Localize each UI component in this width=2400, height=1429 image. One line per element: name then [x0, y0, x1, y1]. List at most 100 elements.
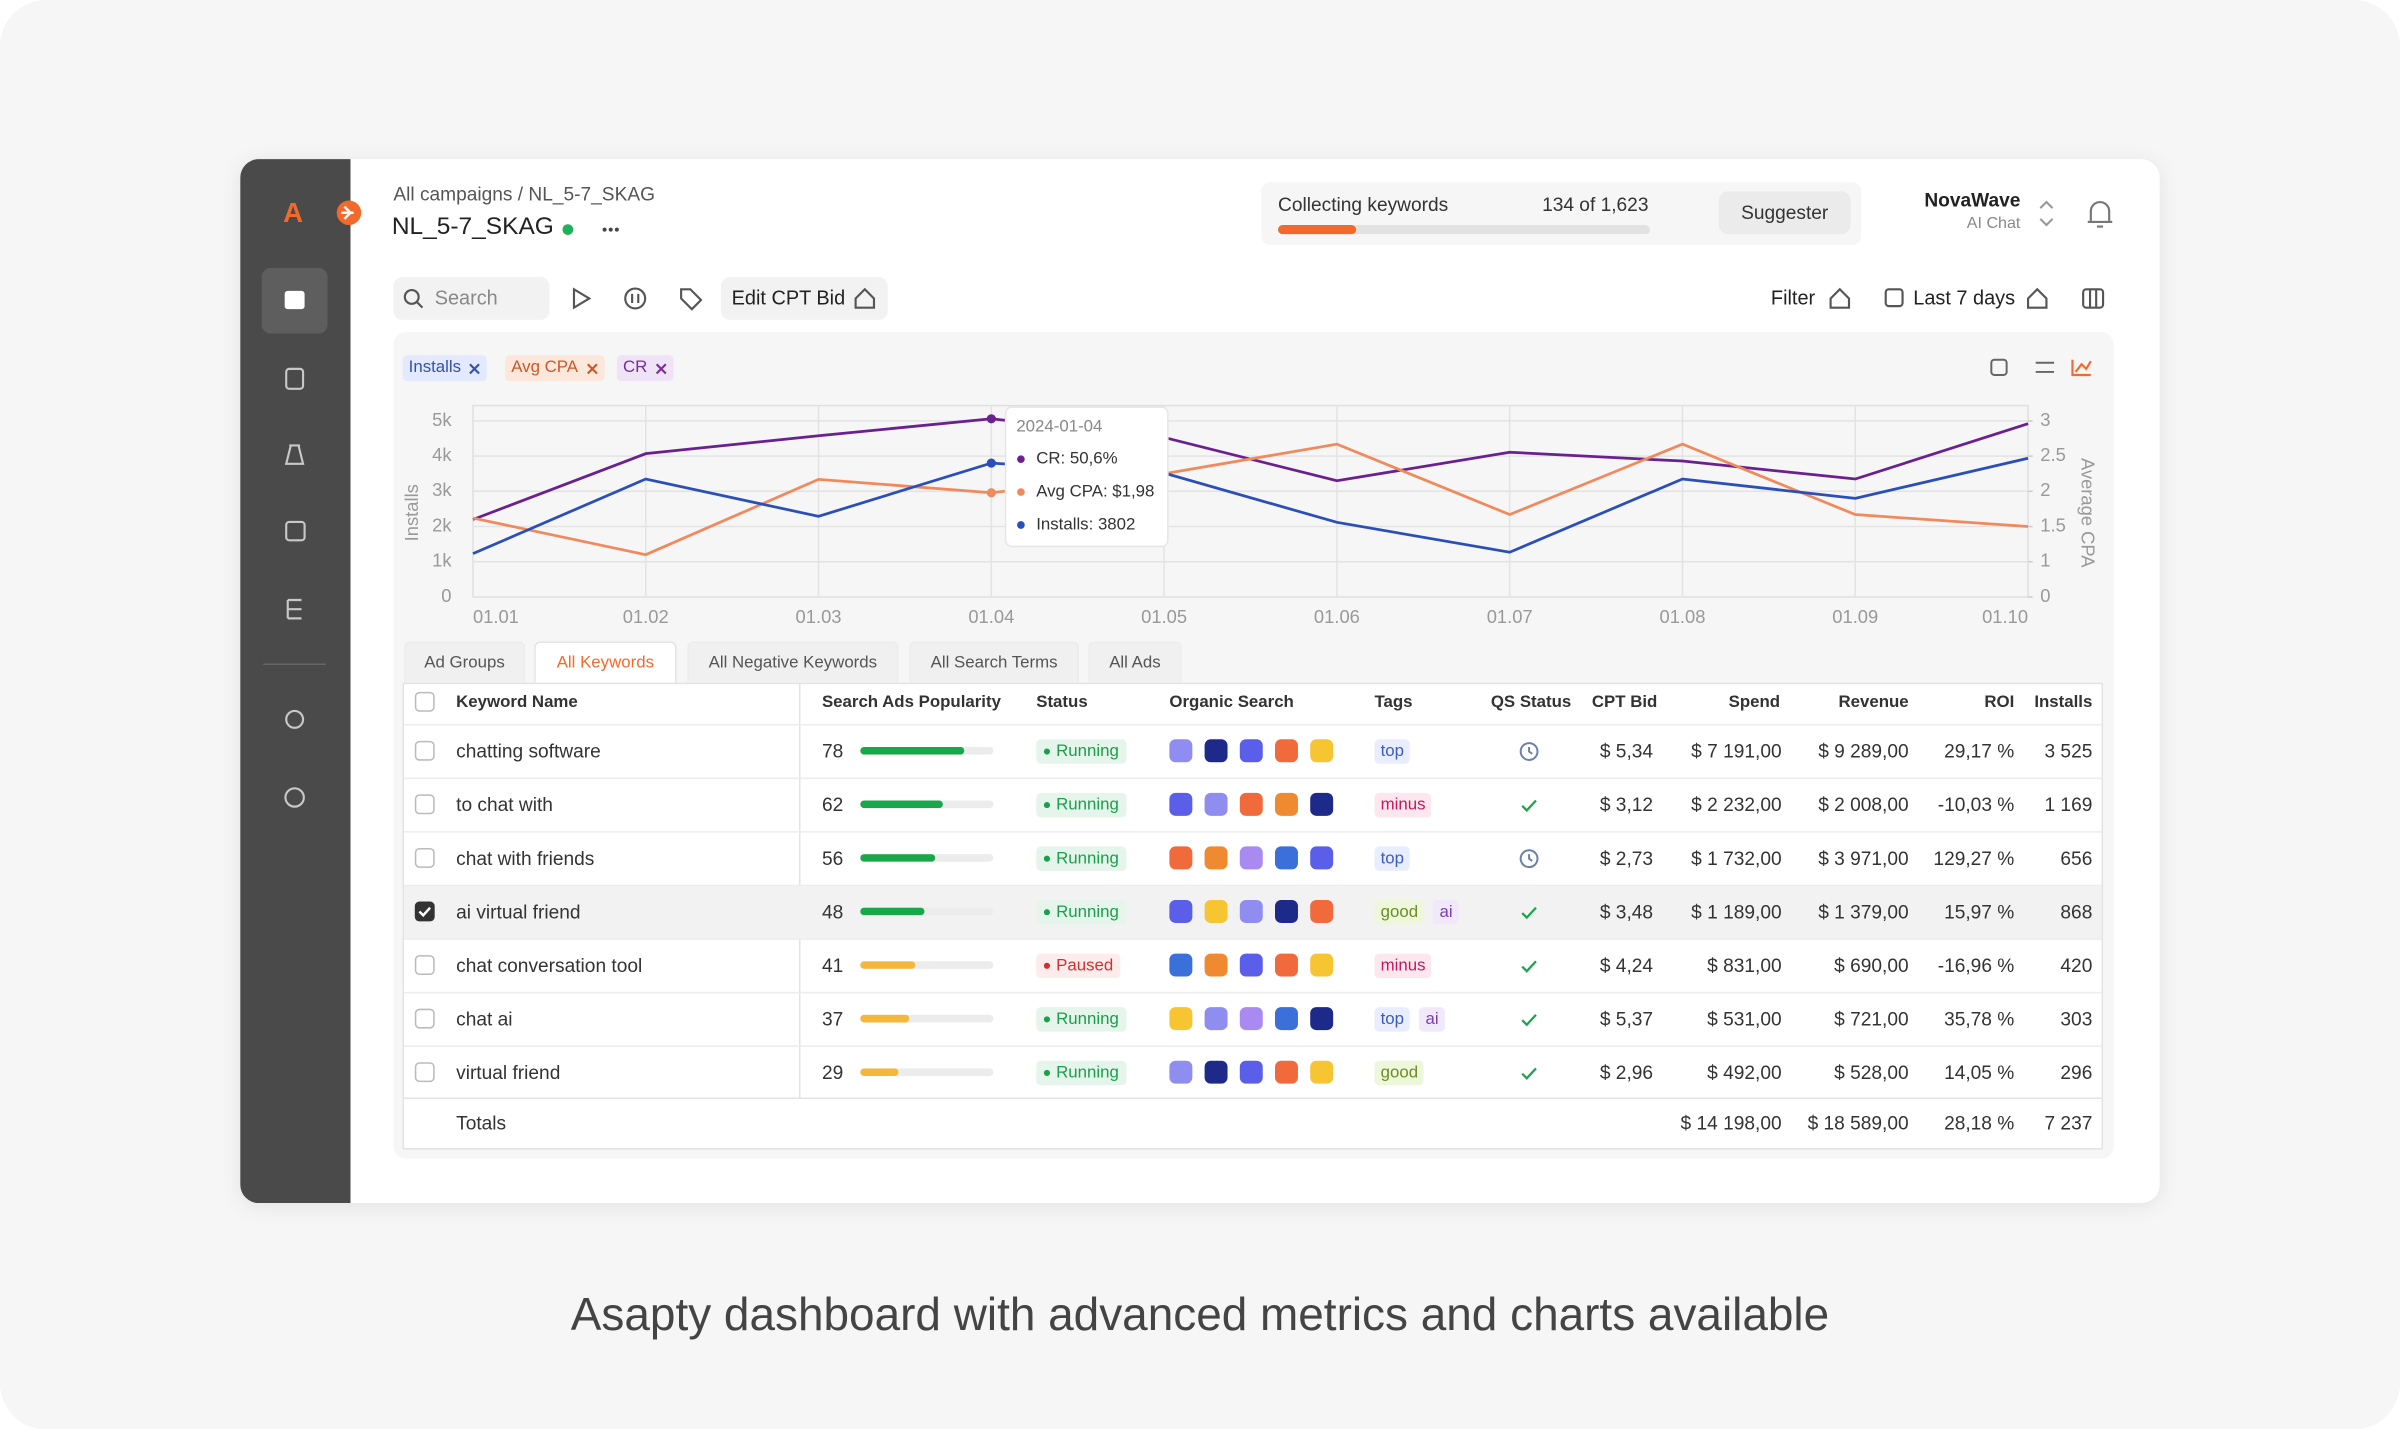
filter-chip[interactable]: CR [616, 355, 674, 382]
keyword[interactable]: ai virtual friend [456, 900, 581, 923]
status-dot [1043, 1069, 1050, 1076]
keyword[interactable]: virtual friend [456, 1061, 561, 1083]
tab[interactable]: All Search Terms [909, 641, 1080, 683]
app-icon[interactable] [1204, 1007, 1228, 1031]
checkbox[interactable] [414, 1061, 435, 1082]
app-icon[interactable] [1310, 953, 1334, 977]
tooltip-item: CR: 50,6% [1036, 449, 1117, 468]
app-icon[interactable] [1274, 846, 1298, 870]
app-icon[interactable] [1204, 1060, 1228, 1084]
app-icon[interactable] [1274, 899, 1298, 923]
toolbar-icons [403, 287, 2105, 311]
app-icon[interactable] [1169, 1060, 1193, 1084]
tab[interactable]: Ad Groups [404, 641, 525, 683]
filter-chip[interactable]: Installs [402, 355, 488, 382]
app-icon[interactable] [1310, 1007, 1334, 1031]
status-pill: Running [1036, 1006, 1127, 1031]
filter-label[interactable]: Filter [1770, 286, 1816, 310]
app-icon[interactable] [1239, 1060, 1263, 1084]
app-icon[interactable] [1274, 739, 1298, 763]
settings-icon[interactable] [2035, 361, 2055, 373]
app-icon[interactable] [1204, 792, 1228, 816]
app-icon[interactable] [1239, 899, 1263, 923]
nav-icon[interactable] [284, 444, 305, 465]
app-icon[interactable] [1274, 1060, 1298, 1084]
app-icon[interactable] [1239, 953, 1263, 977]
app-icon[interactable] [1169, 1007, 1193, 1031]
pause-button[interactable] [624, 287, 647, 310]
filter-chip[interactable]: Avg CPA [505, 355, 605, 382]
tab[interactable]: All Keywords [534, 641, 677, 683]
checkbox[interactable] [414, 740, 435, 760]
keyword[interactable]: to chat with [456, 793, 553, 816]
keyword[interactable]: chat conversation tool [456, 954, 643, 976]
app-icon[interactable] [1239, 1007, 1263, 1031]
app-icon[interactable] [1169, 953, 1193, 977]
checkbox[interactable] [414, 900, 435, 921]
app-icon[interactable] [1274, 953, 1298, 977]
chip-remove[interactable] [469, 362, 481, 374]
keyword[interactable]: chat ai [456, 1007, 513, 1030]
tag: ai [1419, 1006, 1445, 1031]
bell-icon[interactable] [2087, 200, 2113, 228]
checkbox[interactable] [414, 847, 435, 868]
checkbox[interactable] [414, 954, 435, 975]
tab[interactable]: All Ads [1088, 641, 1182, 683]
search-icon [403, 288, 420, 305]
tab-label: All Ads [1109, 653, 1161, 672]
column-header: QS Status [1490, 693, 1572, 712]
chip-remove[interactable] [586, 362, 598, 374]
cell-installs: 420 [2060, 954, 2093, 976]
app-icon[interactable] [1310, 739, 1334, 763]
total-revenue: $ 18 589,00 [1807, 1112, 1909, 1135]
switch-icon[interactable] [2039, 200, 2054, 227]
collapse-button[interactable] [336, 200, 362, 225]
nav-icon[interactable] [284, 787, 305, 808]
tag-button[interactable] [680, 288, 703, 311]
nav-icon[interactable] [285, 709, 305, 729]
export-icon[interactable] [1990, 358, 2008, 376]
play-button[interactable] [572, 287, 592, 310]
keyword[interactable]: chat with friends [456, 847, 595, 869]
period-label[interactable]: Last 7 days [1913, 286, 2016, 310]
cell-revenue: $ 2 008,00 [1818, 793, 1909, 816]
app-icon[interactable] [1169, 739, 1193, 763]
app-icon[interactable] [1239, 846, 1263, 870]
nav-icon[interactable] [286, 598, 302, 620]
popularity-track [860, 1068, 994, 1077]
chart-icon[interactable] [2071, 359, 2092, 377]
app-icon[interactable] [1204, 846, 1228, 870]
breadcrumb[interactable]: All campaigns / NL_5-7_SKAG [393, 183, 655, 206]
column-header: Installs [2034, 693, 2093, 712]
app-icon[interactable] [1274, 792, 1298, 816]
app-icon[interactable] [1310, 846, 1334, 870]
columns-button[interactable] [2082, 288, 2105, 309]
app-icon[interactable] [1274, 1007, 1298, 1031]
edit-bid-button[interactable] [720, 277, 888, 320]
keyword[interactable]: chatting software [456, 740, 601, 762]
app-icon[interactable] [1204, 739, 1228, 763]
nav-icon[interactable] [285, 367, 305, 390]
app-icon[interactable] [1310, 1060, 1334, 1084]
column-header: Search Ads Popularity [821, 693, 1001, 712]
checkbox[interactable] [414, 691, 435, 712]
y-tick-label: 5k [432, 409, 452, 430]
app-icon[interactable] [1169, 792, 1193, 816]
app-icon[interactable] [1169, 899, 1193, 923]
app-icon[interactable] [1239, 739, 1263, 763]
account-name[interactable]: NovaWave [1924, 189, 2021, 212]
tab[interactable]: All Negative Keywords [687, 641, 899, 683]
app-icon[interactable] [1169, 846, 1193, 870]
app-icon[interactable] [1204, 953, 1228, 977]
app-icon[interactable] [1239, 792, 1263, 816]
checkbox[interactable] [414, 1007, 435, 1028]
app-icon[interactable] [1310, 792, 1334, 816]
suggester-button[interactable]: Suggester [1718, 191, 1851, 235]
nav-icon[interactable] [285, 520, 306, 542]
app-icon[interactable] [1310, 899, 1334, 923]
column-header: CPT Bid [1591, 693, 1658, 712]
checkbox[interactable] [414, 793, 435, 814]
chip-remove[interactable] [655, 362, 667, 374]
app-icon[interactable] [1204, 899, 1228, 923]
more-button[interactable] [602, 227, 619, 232]
